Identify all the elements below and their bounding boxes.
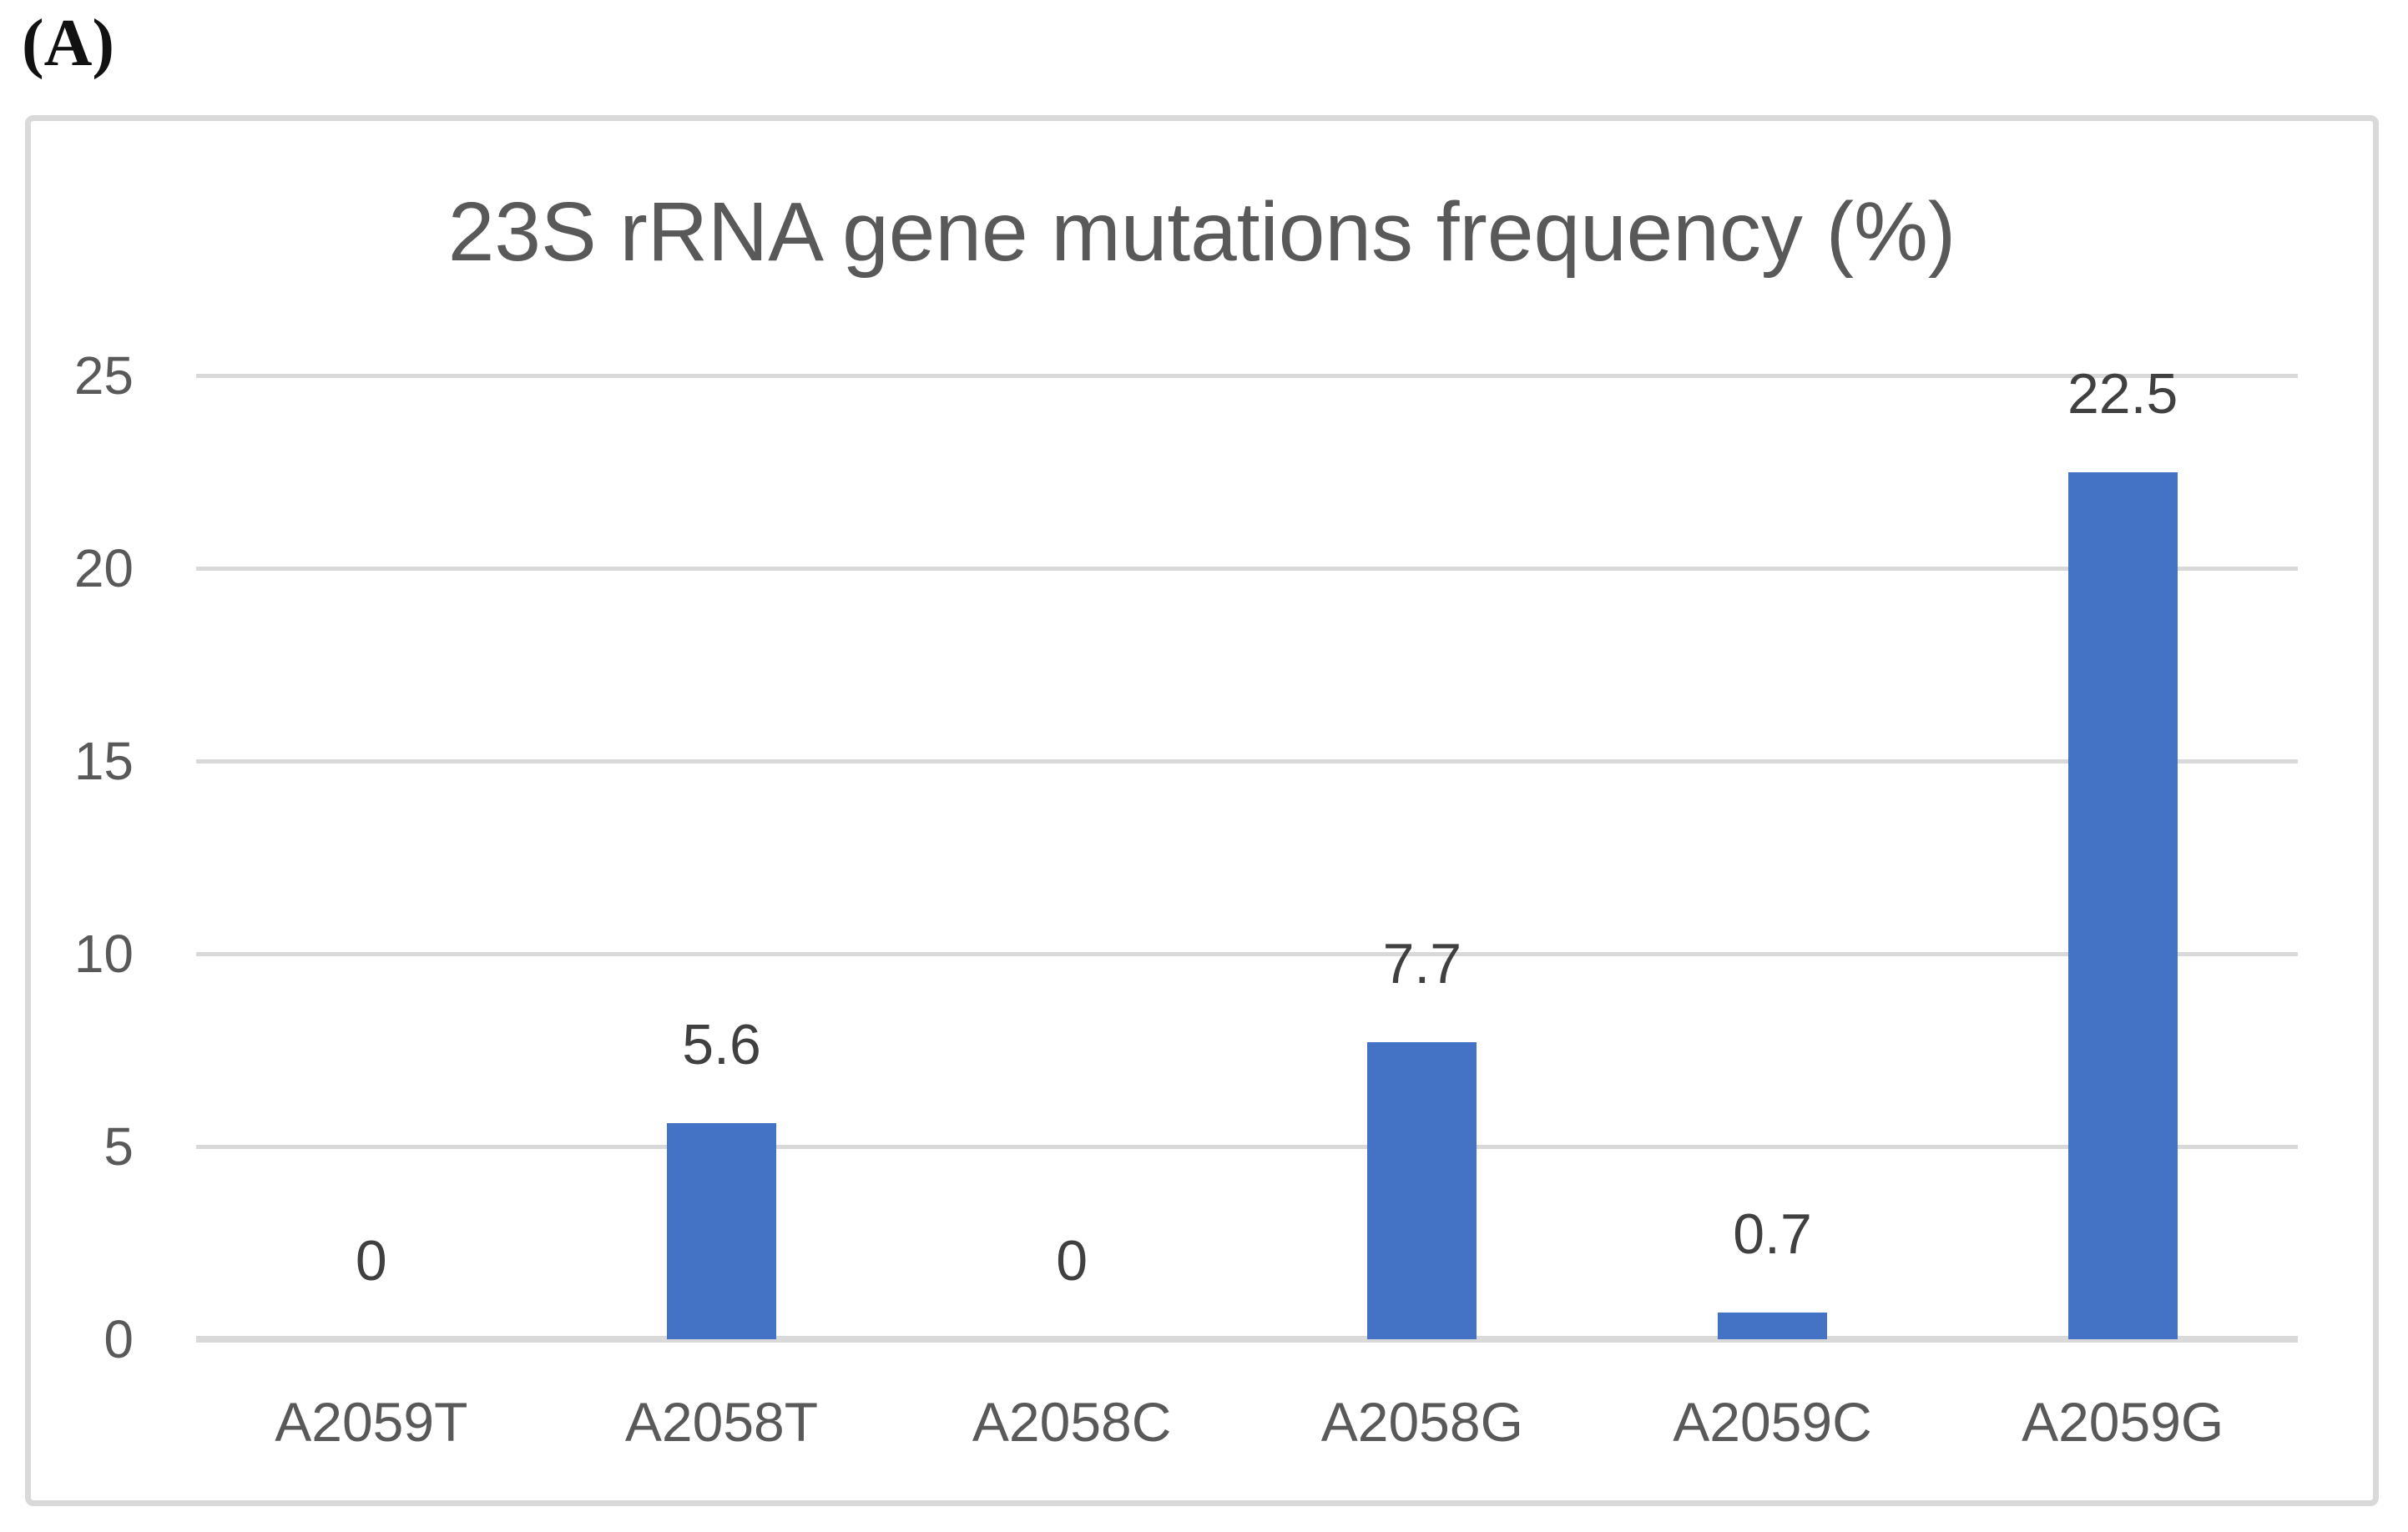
bar-value-label: 7.7 [1382,932,1462,996]
y-tick-label: 15 [73,731,134,791]
y-tick-label: 0 [103,1309,134,1369]
x-category-label: A2059T [275,1391,468,1453]
x-category-label: A2059G [2022,1391,2224,1453]
gridline [196,374,2298,378]
y-tick-label: 20 [73,538,134,598]
bar [1367,1042,1477,1339]
bar [2067,471,2178,1339]
x-category-label: A2058C [972,1391,1172,1453]
chart-frame: 23S rRNA gene mutations frequency (%) 0 5… [25,115,2379,1506]
gridline [196,1145,2298,1149]
gridline [196,567,2298,571]
bar [667,1123,776,1339]
x-axis-line [196,1336,2298,1343]
y-tick-label: 10 [73,924,134,984]
bar-value-label: 0.7 [1733,1202,1812,1266]
y-tick-label: 25 [73,345,134,406]
bar-value-label: 5.6 [682,1013,761,1077]
gridline [196,952,2298,956]
panel-label: (A) [22,7,115,80]
y-tick-label: 5 [103,1116,134,1177]
x-category-label: A2059C [1673,1391,1872,1453]
bar-value-label: 0 [1056,1229,1088,1293]
bar-value-label: 22.5 [2067,361,2178,426]
plot-area: 23S rRNA gene mutations frequency (%) 0 5… [25,115,2379,1506]
bar-value-label: 0 [355,1229,387,1293]
gridline [196,759,2298,763]
x-category-label: A2058T [624,1391,819,1453]
x-category-label: A2058G [1320,1391,1523,1453]
bar [1718,1312,1827,1339]
chart-title: 23S rRNA gene mutations frequency (%) [447,185,1956,279]
